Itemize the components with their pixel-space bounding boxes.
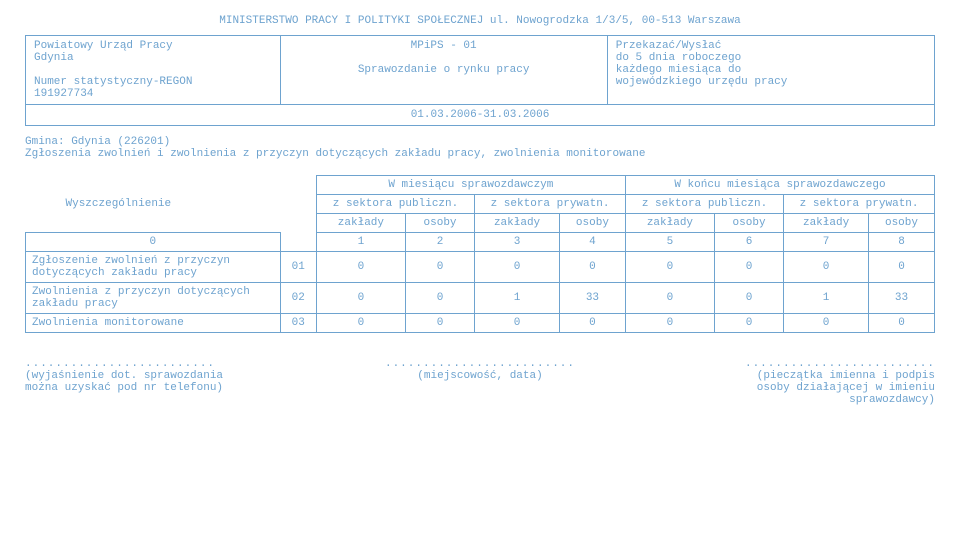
cell: 1 xyxy=(475,283,560,314)
ministry-header: MINISTERSTWO PRACY I POLITYKI SPOŁECZNEJ… xyxy=(25,15,935,27)
gmina-block: Gmina: Gdynia (226201) Zgłoszenia zwolni… xyxy=(25,136,935,160)
regon-value: 191927734 xyxy=(34,88,272,100)
footer-right-3: sprawozdawcy) xyxy=(662,394,935,406)
idx-8: 8 xyxy=(868,233,934,252)
cell: 0 xyxy=(714,283,783,314)
cell: 0 xyxy=(625,314,714,333)
row-code: 03 xyxy=(280,314,316,333)
report-date: 01.03.2006-31.03.2006 xyxy=(26,105,935,126)
row-code: 01 xyxy=(280,252,316,283)
cell: 0 xyxy=(559,252,625,283)
instr-2: do 5 dnia roboczego xyxy=(616,52,926,64)
idx-3: 3 xyxy=(475,233,560,252)
footer-left-2: można uzyskać pod nr telefonu) xyxy=(25,382,298,394)
cell: 33 xyxy=(559,283,625,314)
cell: 0 xyxy=(868,252,934,283)
sekpryw-2: z sektora prywatn. xyxy=(784,195,935,214)
footer-right-1: (pieczątka imienna i podpis xyxy=(662,370,935,382)
row-label: Zgłoszenie zwolnień z przyczyn dotyczący… xyxy=(26,252,281,283)
cell: 0 xyxy=(316,252,405,283)
header-info-table: Powiatowy Urząd Pracy Gdynia Numer staty… xyxy=(25,35,935,126)
table-row: Zwolnienia z przyczyn dotyczących zakład… xyxy=(26,283,935,314)
cell: 0 xyxy=(405,283,474,314)
idx-7: 7 xyxy=(784,233,869,252)
office-city: Gdynia xyxy=(34,52,272,64)
cell: 0 xyxy=(405,252,474,283)
idx-4: 4 xyxy=(559,233,625,252)
row-code: 02 xyxy=(280,283,316,314)
cell: 1 xyxy=(784,283,869,314)
cell: 0 xyxy=(316,283,405,314)
idx-0: 0 xyxy=(26,233,281,252)
row-label: Zwolnienia monitorowane xyxy=(26,314,281,333)
hdr-osoby: osoby xyxy=(714,214,783,233)
cell: 0 xyxy=(784,314,869,333)
instr-3: każdego miesiąca do xyxy=(616,64,926,76)
sekpryw-1: z sektora prywatn. xyxy=(475,195,626,214)
footer-mid: (miejscowość, data) xyxy=(344,370,617,382)
cell: 33 xyxy=(868,283,934,314)
gmina-line1: Gmina: Gdynia (226201) xyxy=(25,136,935,148)
idx-1: 1 xyxy=(316,233,405,252)
instr-1: Przekazać/Wysłać xyxy=(616,40,926,52)
cell: 0 xyxy=(868,314,934,333)
footer-right-2: osoby działającej w imieniu xyxy=(662,382,935,394)
hdr-zaklady: zakłady xyxy=(784,214,869,233)
cell: 0 xyxy=(559,314,625,333)
form-title: Sprawozdanie o rynku pracy xyxy=(289,64,599,76)
cell: 0 xyxy=(475,314,560,333)
hdr-osoby: osoby xyxy=(405,214,474,233)
footer-dots: ......................... xyxy=(344,358,617,370)
cell: 0 xyxy=(714,252,783,283)
footer: ......................... (wyjaśnienie d… xyxy=(25,358,935,406)
idx-2: 2 xyxy=(405,233,474,252)
sekpub-2: z sektora publiczn. xyxy=(625,195,783,214)
hdr-zaklady: zakłady xyxy=(625,214,714,233)
row-label: Zwolnienia z przyczyn dotyczących zakład… xyxy=(26,283,281,314)
hdr-osoby: osoby xyxy=(868,214,934,233)
col-group-2: W końcu miesiąca sprawozdawczego xyxy=(625,176,934,195)
table-row: Zwolnienia monitorowane 03 0 0 0 0 0 0 0… xyxy=(26,314,935,333)
footer-left-1: (wyjaśnienie dot. sprawozdania xyxy=(25,370,298,382)
cell: 0 xyxy=(625,252,714,283)
cell: 0 xyxy=(316,314,405,333)
idx-6: 6 xyxy=(714,233,783,252)
table-row: Zgłoszenie zwolnień z przyczyn dotyczący… xyxy=(26,252,935,283)
wyszczegolnienie-label: Wyszczególnienie xyxy=(26,195,281,214)
hdr-zaklady: zakłady xyxy=(475,214,560,233)
form-code: MPiPS - 01 xyxy=(289,40,599,52)
cell: 0 xyxy=(714,314,783,333)
hdr-osoby: osoby xyxy=(559,214,625,233)
office-name: Powiatowy Urząd Pracy xyxy=(34,40,272,52)
cell: 0 xyxy=(475,252,560,283)
hdr-zaklady: zakłady xyxy=(316,214,405,233)
instr-4: wojewódzkiego urzędu pracy xyxy=(616,76,926,88)
footer-dots: ......................... xyxy=(25,358,298,370)
main-data-table: W miesiącu sprawozdawczym W końcu miesią… xyxy=(25,175,935,333)
cell: 0 xyxy=(625,283,714,314)
cell: 0 xyxy=(405,314,474,333)
cell: 0 xyxy=(784,252,869,283)
gmina-line2: Zgłoszenia zwolnień i zwolnienia z przyc… xyxy=(25,148,935,160)
col-group-1: W miesiącu sprawozdawczym xyxy=(316,176,625,195)
idx-5: 5 xyxy=(625,233,714,252)
regon-label: Numer statystyczny-REGON xyxy=(34,76,272,88)
sekpub-1: z sektora publiczn. xyxy=(316,195,474,214)
footer-dots: ......................... xyxy=(662,358,935,370)
